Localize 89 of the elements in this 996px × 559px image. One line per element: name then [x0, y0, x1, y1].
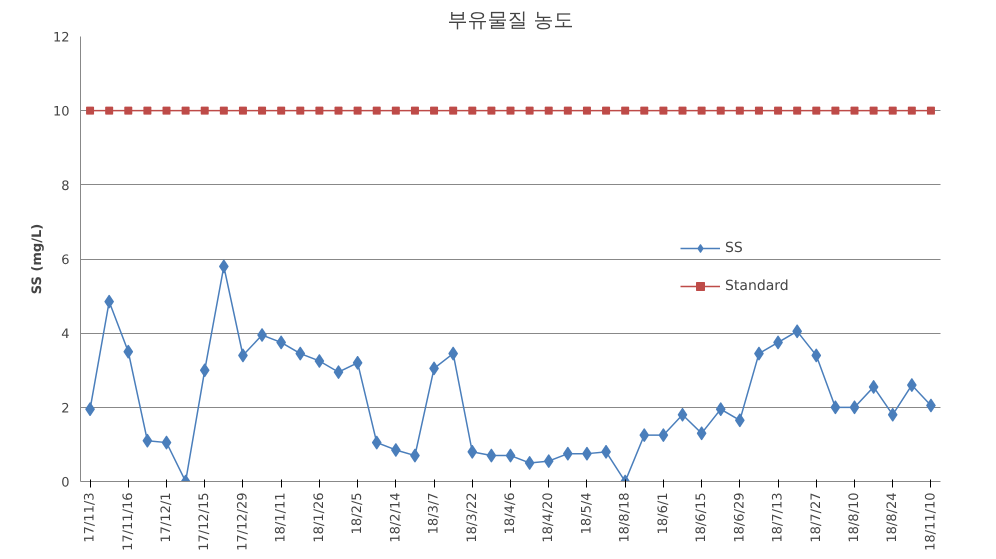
x-tick-label: 18/2/5: [350, 492, 366, 534]
point: [908, 106, 916, 115]
x-tick-label: 18/1/11: [274, 492, 289, 543]
point: [123, 344, 134, 359]
x-tick-label: 18/7/27: [808, 492, 824, 543]
point: [526, 106, 534, 115]
point: [392, 106, 400, 115]
point: [372, 106, 381, 115]
point: [698, 106, 706, 115]
point: [640, 106, 648, 115]
x-tick-label: 17/11/3: [82, 492, 98, 543]
point: [200, 363, 210, 378]
point: [182, 106, 190, 115]
point: [468, 106, 476, 115]
y-tick-label: 4: [61, 327, 70, 342]
y-tick-label: 8: [61, 178, 70, 194]
point: [774, 106, 782, 115]
point: [334, 106, 342, 115]
y-tick-label: 12: [52, 30, 70, 46]
chart-title: 부유물질 농도: [447, 8, 574, 32]
point: [754, 106, 763, 115]
x-tick-label: 18/6/1: [656, 492, 671, 534]
x-tick-label: 18/1/26: [312, 492, 327, 543]
point: [564, 106, 572, 115]
point: [295, 346, 306, 361]
point: [506, 106, 514, 115]
x-tick-label: 18/7/13: [770, 492, 786, 543]
point: [811, 348, 822, 362]
point: [315, 106, 324, 115]
point: [449, 106, 458, 115]
point: [888, 106, 897, 115]
point: [831, 106, 840, 115]
point: [238, 106, 247, 115]
x-tick-label: 17/12/15: [197, 492, 212, 551]
point: [888, 408, 898, 422]
point: [678, 106, 686, 115]
point: [736, 106, 744, 115]
point: [105, 106, 114, 115]
x-tick-label: 18/2/14: [388, 492, 404, 543]
x-tick-label: 18/3/22: [464, 492, 480, 543]
point: [86, 106, 94, 115]
point: [372, 436, 382, 450]
point: [812, 106, 820, 115]
point: [926, 106, 935, 115]
point: [582, 106, 591, 115]
point: [621, 106, 630, 115]
point: [220, 106, 228, 115]
y-tick-label: 10: [52, 104, 70, 120]
x-tick-label: 18/6/29: [732, 492, 748, 543]
y-tick-label: 0: [61, 476, 70, 490]
x-tick-label: 18/4/6: [503, 492, 518, 534]
point: [639, 428, 650, 442]
point: [200, 106, 209, 115]
x-tick-label: 17/12/1: [159, 492, 174, 543]
x-tick-label: 18/6/15: [694, 492, 710, 543]
x-tick-label: 18/5/4: [579, 492, 594, 534]
point: [162, 106, 170, 115]
point: [850, 106, 858, 115]
x-tick-label: 18/3/7: [426, 492, 442, 534]
point: [143, 106, 152, 115]
point: [544, 106, 553, 115]
point: [258, 106, 266, 115]
point: [410, 106, 419, 115]
x-tick-label: 18/8/24: [885, 492, 900, 543]
point: [793, 106, 802, 115]
x-tick-label: 18/8/10: [847, 492, 862, 543]
x-tick-label: 18/4/20: [541, 492, 556, 543]
legend-label: Standard: [725, 278, 789, 294]
point: [467, 444, 478, 459]
point: [716, 106, 725, 115]
x-tick-label: 17/11/16: [120, 492, 136, 551]
x-tick-label: 18/8/18: [618, 492, 633, 543]
point: [544, 454, 554, 468]
legend-label: SS: [725, 240, 744, 256]
point: [277, 106, 286, 115]
point: [354, 106, 362, 115]
y-tick-label: 6: [61, 253, 70, 268]
point: [124, 106, 132, 115]
point: [430, 106, 438, 115]
point: [296, 106, 304, 115]
point: [870, 106, 878, 115]
point: [487, 106, 496, 115]
point: [659, 106, 668, 115]
y-tick-label: 2: [61, 401, 70, 416]
point: [716, 402, 726, 416]
point: [602, 106, 610, 115]
y-axis-title: SS (mg/L): [30, 224, 45, 294]
x-tick-label: 18/11/10: [923, 492, 938, 551]
x-tick-label: 17/12/29: [235, 492, 250, 551]
